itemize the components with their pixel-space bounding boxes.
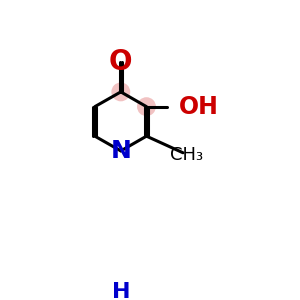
- Text: N: N: [110, 139, 131, 163]
- Text: O: O: [109, 48, 133, 76]
- Text: H: H: [112, 282, 130, 300]
- Text: CH₃: CH₃: [170, 146, 203, 164]
- Circle shape: [137, 97, 156, 116]
- Circle shape: [111, 82, 130, 101]
- Text: OH: OH: [178, 94, 218, 118]
